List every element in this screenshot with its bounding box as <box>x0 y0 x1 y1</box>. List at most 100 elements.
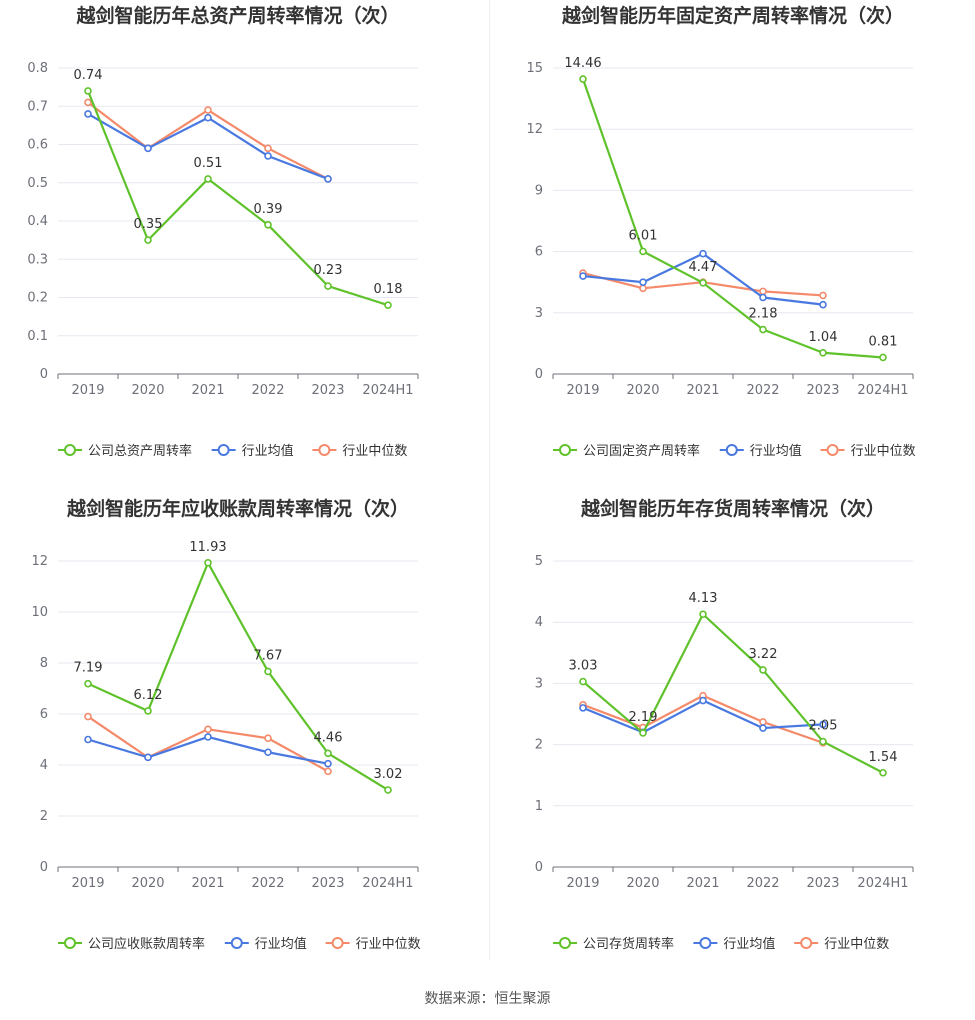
legend-label: 公司应收账款周转率 <box>88 936 205 952</box>
y-tick-label: 0.7 <box>27 99 48 114</box>
data-label: 3.03 <box>569 659 598 674</box>
data-point-company[interactable] <box>85 88 91 94</box>
data-point-median[interactable] <box>85 714 91 720</box>
data-point-median[interactable] <box>760 719 766 725</box>
data-point-median[interactable] <box>205 726 211 732</box>
data-point-median[interactable] <box>640 285 646 291</box>
legend-item-avg[interactable]: 行业均值 <box>693 936 775 952</box>
y-tick-label: 0.6 <box>27 138 48 153</box>
data-point-median[interactable] <box>760 288 766 294</box>
data-point-company[interactable] <box>205 176 211 182</box>
data-point-avg[interactable] <box>325 761 331 767</box>
data-point-company[interactable] <box>580 76 586 82</box>
chart-title: 越剑智能历年存货周转率情况（次） <box>580 497 885 520</box>
data-point-company[interactable] <box>85 681 91 687</box>
data-label: 7.19 <box>74 661 103 676</box>
data-point-avg[interactable] <box>85 111 91 117</box>
chart-total-asset-turnover: 越剑智能历年总资产周转率情况（次） 0 0.1 0.2 0.3 0.4 0.5 0.6 0.7 0… <box>0 0 480 470</box>
y-tick-label: 9 <box>535 183 543 198</box>
x-tick-label: 2023 <box>806 383 839 398</box>
data-point-avg[interactable] <box>700 698 706 704</box>
data-point-company[interactable] <box>145 237 151 243</box>
y-tick-label: 8 <box>40 656 48 671</box>
data-point-median[interactable] <box>265 145 271 151</box>
data-point-company[interactable] <box>880 770 886 776</box>
x-tick-label: 2023 <box>311 383 344 398</box>
data-point-company[interactable] <box>205 560 211 566</box>
data-point-avg[interactable] <box>700 251 706 257</box>
legend-swatch-marker <box>801 938 811 948</box>
data-point-median[interactable] <box>820 292 826 298</box>
data-point-avg[interactable] <box>85 737 91 743</box>
legend-item-avg[interactable]: 行业均值 <box>720 443 802 459</box>
data-point-company[interactable] <box>760 667 766 673</box>
legend-item-avg[interactable]: 行业均值 <box>212 443 294 459</box>
data-point-avg[interactable] <box>640 279 646 285</box>
legend-label: 行业中位数 <box>824 937 889 952</box>
data-point-company[interactable] <box>325 750 331 756</box>
x-tick-label: 2022 <box>746 383 779 398</box>
data-point-avg[interactable] <box>580 273 586 279</box>
data-point-avg[interactable] <box>760 295 766 301</box>
data-point-avg[interactable] <box>265 749 271 755</box>
legend-label: 行业均值 <box>242 443 294 459</box>
data-point-company[interactable] <box>820 739 826 745</box>
data-point-company[interactable] <box>700 280 706 286</box>
legend-item-median[interactable]: 行业中位数 <box>326 937 421 952</box>
panel-divider <box>489 0 490 960</box>
data-point-company[interactable] <box>640 730 646 736</box>
data-point-company[interactable] <box>820 350 826 356</box>
data-point-company[interactable] <box>265 222 271 228</box>
data-point-company[interactable] <box>760 327 766 333</box>
data-label: 2.19 <box>629 710 658 725</box>
data-label: 0.18 <box>374 282 403 297</box>
legend-item-median[interactable]: 行业中位数 <box>312 444 407 459</box>
data-point-median[interactable] <box>85 99 91 105</box>
data-point-avg[interactable] <box>145 754 151 760</box>
chart-title: 越剑智能历年应收账款周转率情况（次） <box>66 497 409 520</box>
x-tick-label: 2019 <box>566 876 599 891</box>
x-tick-label: 2020 <box>626 876 659 891</box>
data-point-company[interactable] <box>145 708 151 714</box>
data-point-avg[interactable] <box>145 145 151 151</box>
data-point-company[interactable] <box>880 354 886 360</box>
data-point-avg[interactable] <box>325 176 331 182</box>
legend-item-median[interactable]: 行业中位数 <box>794 937 889 952</box>
data-point-company[interactable] <box>700 611 706 617</box>
x-tick-label: 2022 <box>251 383 284 398</box>
legend-item-median[interactable]: 行业中位数 <box>821 444 916 459</box>
y-tick-label: 0.3 <box>27 252 48 267</box>
y-tick-label: 0.1 <box>27 329 48 344</box>
data-point-median[interactable] <box>325 768 331 774</box>
x-tick-label: 2024H1 <box>857 383 908 398</box>
x-tick-label: 2024H1 <box>362 383 413 398</box>
data-point-median[interactable] <box>265 735 271 741</box>
data-point-company[interactable] <box>640 248 646 254</box>
data-point-avg[interactable] <box>760 725 766 731</box>
legend-swatch-marker <box>700 938 710 948</box>
legend-label: 行业中位数 <box>356 937 421 952</box>
legend-item-company[interactable]: 公司固定资产周转率 <box>553 443 700 459</box>
data-point-avg[interactable] <box>820 302 826 308</box>
data-point-company[interactable] <box>265 668 271 674</box>
data-point-company[interactable] <box>325 283 331 289</box>
data-label: 3.22 <box>749 647 778 662</box>
data-label: 3.02 <box>374 767 403 782</box>
chart-fixed-asset-turnover: 越剑智能历年固定资产周转率情况（次） 0 3 6 9 12 15 2019 2020 2021 20… <box>495 0 975 470</box>
legend-swatch-marker <box>65 445 75 455</box>
data-point-avg[interactable] <box>205 734 211 740</box>
data-point-avg[interactable] <box>580 705 586 711</box>
legend-item-company[interactable]: 公司总资产周转率 <box>58 443 192 459</box>
data-point-company[interactable] <box>385 787 391 793</box>
legend-item-avg[interactable]: 行业均值 <box>225 936 307 952</box>
series-line-company <box>583 614 883 773</box>
legend-item-company[interactable]: 公司应收账款周转率 <box>58 936 205 952</box>
data-point-avg[interactable] <box>205 115 211 121</box>
data-point-median[interactable] <box>205 107 211 113</box>
series-line-median <box>88 717 328 772</box>
data-point-avg[interactable] <box>265 153 271 159</box>
data-point-company[interactable] <box>580 679 586 685</box>
legend-item-company[interactable]: 公司存货周转率 <box>553 936 674 952</box>
data-point-company[interactable] <box>385 302 391 308</box>
legend-swatch-marker <box>232 938 242 948</box>
